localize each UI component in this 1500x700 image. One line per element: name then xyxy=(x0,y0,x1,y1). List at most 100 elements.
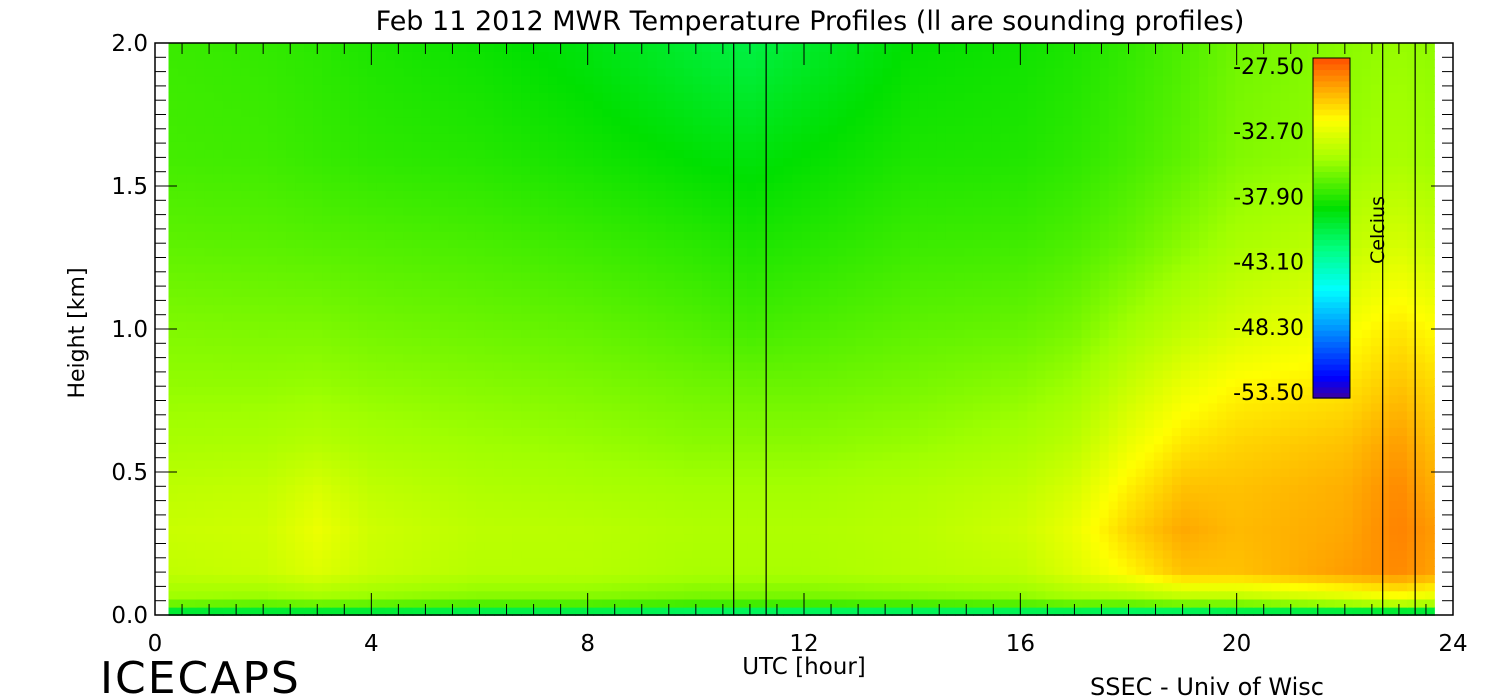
heatmap-cell xyxy=(1144,467,1155,477)
heatmap-cell xyxy=(1406,329,1417,338)
heatmap-cell xyxy=(665,508,676,518)
heatmap-cell xyxy=(1081,508,1092,518)
heatmap-cell xyxy=(539,557,549,567)
heatmap-cell xyxy=(873,394,884,404)
heatmap-cell xyxy=(855,443,866,453)
heatmap-cell xyxy=(403,500,414,510)
heatmap-cell xyxy=(1000,337,1011,347)
heatmap-cell xyxy=(358,533,369,543)
heatmap-cell xyxy=(466,484,477,494)
heatmap-cell xyxy=(1027,353,1038,363)
heatmap-cell xyxy=(1090,386,1101,396)
heatmap-cell xyxy=(1162,435,1173,445)
heatmap-cell xyxy=(738,353,748,363)
heatmap-cell xyxy=(1226,361,1236,371)
heatmap-cell xyxy=(1217,557,1227,567)
heatmap-cell xyxy=(412,508,423,518)
heatmap-cell xyxy=(521,378,531,387)
heatmap-cell xyxy=(900,508,911,518)
heatmap-cell xyxy=(1289,459,1300,469)
heatmap-cell xyxy=(502,378,513,387)
heatmap-cell xyxy=(891,443,902,453)
heatmap-cell xyxy=(1370,557,1381,567)
heatmap-cell xyxy=(394,394,405,404)
heatmap-cell xyxy=(222,443,233,453)
heatmap-cell xyxy=(466,467,477,477)
heatmap-cell xyxy=(900,565,911,575)
heatmap-cell xyxy=(738,402,748,412)
heatmap-cell xyxy=(430,500,441,510)
heatmap-cell xyxy=(611,410,622,420)
heatmap-cell xyxy=(620,329,631,338)
heatmap-cell xyxy=(168,557,179,567)
heatmap-cell xyxy=(783,598,794,608)
heatmap-cell xyxy=(1009,378,1020,387)
heatmap-cell xyxy=(358,329,369,338)
heatmap-cell xyxy=(1253,574,1264,584)
heatmap-cell xyxy=(1316,500,1327,510)
heatmap-cell xyxy=(204,410,215,420)
heatmap-cell xyxy=(927,467,938,477)
heatmap-cell xyxy=(656,476,667,486)
heatmap-cell xyxy=(1099,345,1110,355)
heatmap-cell xyxy=(557,435,568,445)
heatmap-cell xyxy=(448,541,459,551)
heatmap-cell xyxy=(719,443,730,453)
heatmap-cell xyxy=(891,337,902,347)
heatmap-cell xyxy=(575,451,586,461)
heatmap-cell xyxy=(1388,582,1399,592)
heatmap-cell xyxy=(1009,582,1020,592)
heatmap-cell xyxy=(1415,492,1426,502)
heatmap-cell xyxy=(620,451,631,461)
heatmap-cell xyxy=(566,427,577,437)
heatmap-cell xyxy=(1054,533,1065,543)
heatmap-cell xyxy=(457,353,468,363)
heatmap-cell xyxy=(512,378,522,387)
heatmap-cell xyxy=(376,565,387,575)
heatmap-cell xyxy=(819,467,830,477)
heatmap-cell xyxy=(1415,361,1426,371)
heatmap-cell xyxy=(1370,443,1381,453)
heatmap-cell xyxy=(1162,353,1173,363)
heatmap-cell xyxy=(1352,361,1363,371)
heatmap-cell xyxy=(1072,353,1083,363)
heatmap-cell xyxy=(1171,418,1182,428)
heatmap-cell xyxy=(484,386,495,396)
heatmap-cell xyxy=(385,574,396,584)
heatmap-cell xyxy=(204,492,215,502)
heatmap-cell xyxy=(1307,590,1318,600)
heatmap-cell xyxy=(991,361,1001,371)
heatmap-cell xyxy=(936,418,947,428)
heatmap-cell xyxy=(719,345,730,355)
heatmap-cell xyxy=(168,508,179,518)
heatmap-cell xyxy=(882,451,893,461)
heatmap-cell xyxy=(973,565,983,575)
heatmap-cell xyxy=(1343,525,1354,535)
heatmap-cell xyxy=(331,386,342,396)
heatmap-cell xyxy=(421,476,432,486)
heatmap-cell xyxy=(557,369,568,379)
heatmap-cell xyxy=(819,369,830,379)
heatmap-cell xyxy=(1063,492,1074,502)
heatmap-cell xyxy=(286,549,296,559)
heatmap-cell xyxy=(1397,525,1408,535)
heatmap-cell xyxy=(638,476,649,486)
heatmap-cell xyxy=(295,361,305,371)
heatmap-cell xyxy=(331,582,342,592)
heatmap-cell xyxy=(457,557,468,567)
heatmap-cell xyxy=(1217,500,1227,510)
heatmap-cell xyxy=(340,402,351,412)
heatmap-cell xyxy=(918,541,929,551)
heatmap-cell xyxy=(1370,549,1381,559)
heatmap-cell xyxy=(295,345,305,355)
heatmap-cell xyxy=(1162,549,1173,559)
heatmap-cell xyxy=(602,353,613,363)
heatmap-cell xyxy=(1081,443,1092,453)
heatmap-cell xyxy=(385,435,396,445)
heatmap-cell xyxy=(484,320,495,330)
heatmap-cell xyxy=(331,492,342,502)
heatmap-cell xyxy=(656,435,667,445)
heatmap-cell xyxy=(1388,329,1399,338)
heatmap-cell xyxy=(566,500,577,510)
heatmap-cell xyxy=(1126,418,1137,428)
